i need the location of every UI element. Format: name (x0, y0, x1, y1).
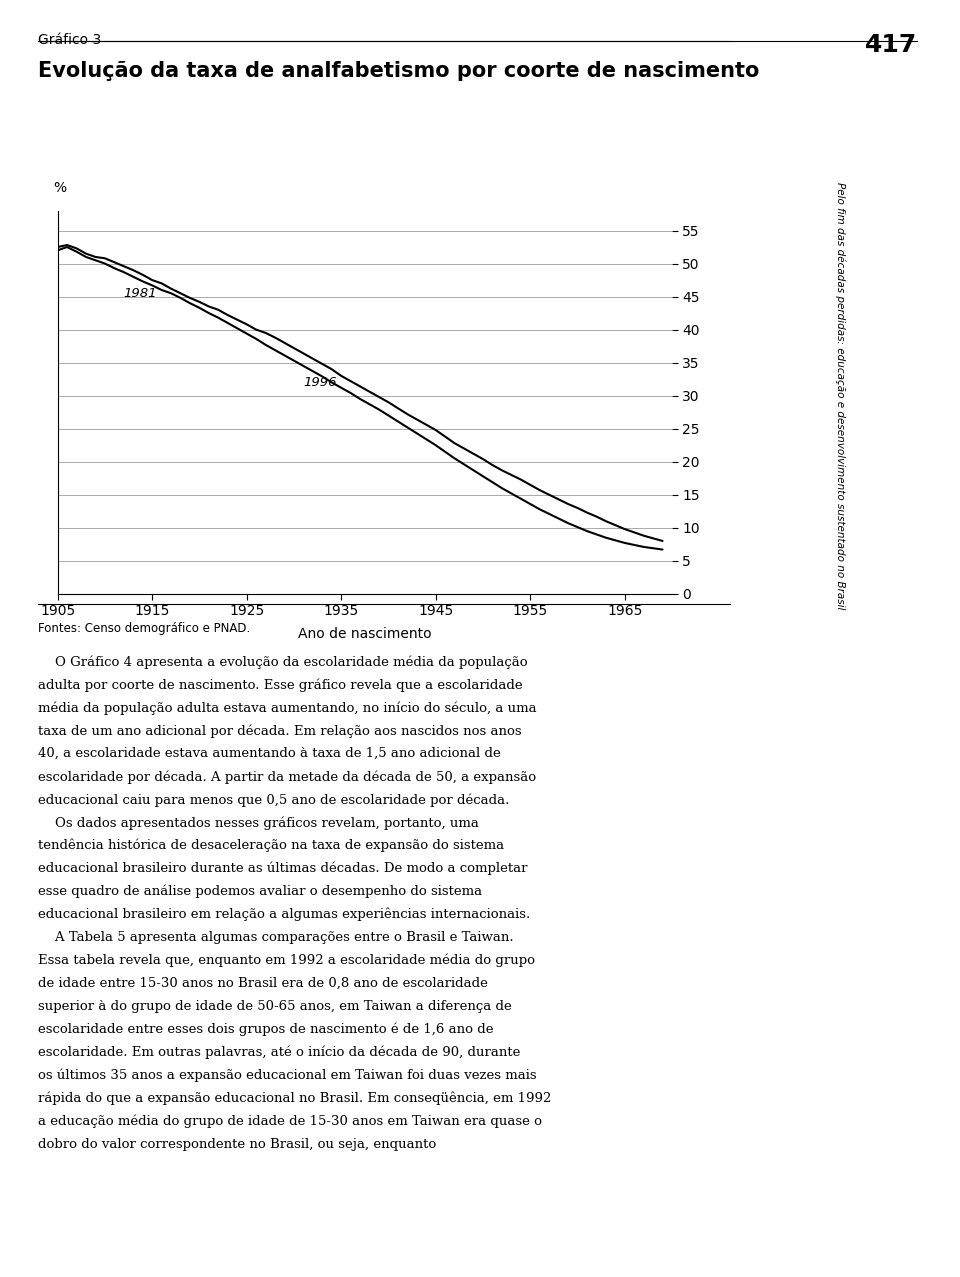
Text: Os dados apresentados nesses gráficos revelam, portanto, uma: Os dados apresentados nesses gráficos re… (38, 816, 479, 830)
Text: %: % (53, 181, 66, 195)
Text: educacional brasileiro em relação a algumas experiências internacionais.: educacional brasileiro em relação a algu… (38, 908, 531, 922)
Text: Gráfico 3: Gráfico 3 (38, 33, 102, 47)
Text: adulta por coorte de nascimento. Esse gráfico revela que a escolaridade: adulta por coorte de nascimento. Esse gr… (38, 678, 523, 692)
Text: 40, a escolaridade estava aumentando à taxa de 1,5 ano adicional de: 40, a escolaridade estava aumentando à t… (38, 747, 501, 760)
Text: A Tabela 5 apresenta algumas comparações entre o Brasil e Taiwan.: A Tabela 5 apresenta algumas comparações… (38, 931, 514, 944)
Text: rápida do que a expansão educacional no Brasil. Em conseqüência, em 1992: rápida do que a expansão educacional no … (38, 1092, 552, 1106)
Text: 1996: 1996 (303, 375, 337, 388)
Text: a educação média do grupo de idade de 15-30 anos em Taiwan era quase o: a educação média do grupo de idade de 15… (38, 1115, 542, 1129)
Text: educacional caiu para menos que 0,5 ano de escolaridade por década.: educacional caiu para menos que 0,5 ano … (38, 793, 510, 807)
Text: dobro do valor correspondente no Brasil, ou seja, enquanto: dobro do valor correspondente no Brasil,… (38, 1138, 437, 1151)
Text: escolaridade por década. A partir da metade da década de 50, a expansão: escolaridade por década. A partir da met… (38, 770, 537, 784)
Text: Fontes: Censo demográfico e PNAD.: Fontes: Censo demográfico e PNAD. (38, 622, 251, 635)
Text: taxa de um ano adicional por década. Em relação aos nascidos nos anos: taxa de um ano adicional por década. Em … (38, 724, 522, 738)
Text: os últimos 35 anos a expansão educacional em Taiwan foi duas vezes mais: os últimos 35 anos a expansão educaciona… (38, 1069, 537, 1083)
Text: de idade entre 15-30 anos no Brasil era de 0,8 ano de escolaridade: de idade entre 15-30 anos no Brasil era … (38, 977, 489, 990)
Text: média da população adulta estava aumentando, no início do século, a uma: média da população adulta estava aumenta… (38, 701, 537, 715)
Text: escolaridade entre esses dois grupos de nascimento é de 1,6 ano de: escolaridade entre esses dois grupos de … (38, 1023, 493, 1037)
Text: Essa tabela revela que, enquanto em 1992 a escolaridade média do grupo: Essa tabela revela que, enquanto em 1992… (38, 954, 536, 968)
X-axis label: Ano de nascimento: Ano de nascimento (298, 627, 432, 641)
Text: esse quadro de análise podemos avaliar o desempenho do sistema: esse quadro de análise podemos avaliar o… (38, 885, 483, 899)
Text: 417: 417 (865, 33, 917, 57)
Text: O Gráfico 4 apresenta a evolução da escolaridade média da população: O Gráfico 4 apresenta a evolução da esco… (38, 655, 528, 669)
Text: educacional brasileiro durante as últimas décadas. De modo a completar: educacional brasileiro durante as última… (38, 862, 528, 876)
Text: 1981: 1981 (124, 286, 157, 300)
Text: Pelo fim das décadas perdidas: educação e desenvolvimento sustentado no Brasil: Pelo fim das décadas perdidas: educação … (835, 183, 845, 609)
Text: superior à do grupo de idade de 50-65 anos, em Taiwan a diferença de: superior à do grupo de idade de 50-65 an… (38, 1000, 512, 1013)
Text: tendência histórica de desaceleração na taxa de expansão do sistema: tendência histórica de desaceleração na … (38, 839, 505, 853)
Text: Evolução da taxa de analfabetismo por coorte de nascimento: Evolução da taxa de analfabetismo por co… (38, 61, 759, 82)
Text: escolaridade. Em outras palavras, até o início da década de 90, durante: escolaridade. Em outras palavras, até o … (38, 1046, 520, 1060)
